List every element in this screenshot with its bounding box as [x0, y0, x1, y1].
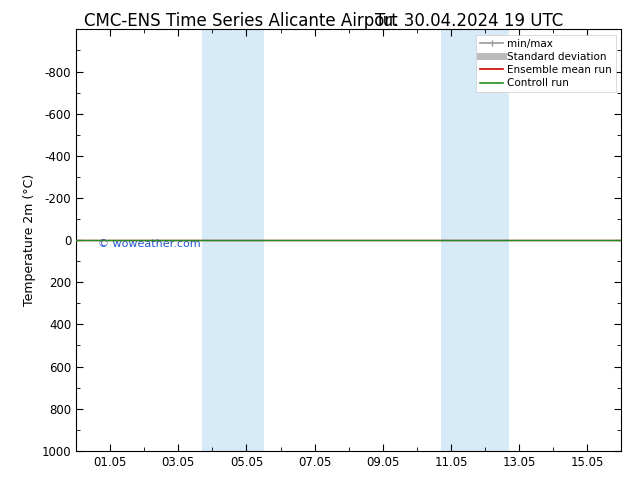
Text: Tu. 30.04.2024 19 UTC: Tu. 30.04.2024 19 UTC [375, 12, 563, 30]
Legend: min/max, Standard deviation, Ensemble mean run, Controll run: min/max, Standard deviation, Ensemble me… [476, 35, 616, 92]
Text: CMC-ENS Time Series Alicante Airport: CMC-ENS Time Series Alicante Airport [84, 12, 398, 30]
Text: © woweather.com: © woweather.com [98, 239, 200, 249]
Bar [441, 29, 509, 451]
Y-axis label: Temperature 2m (°C): Temperature 2m (°C) [23, 174, 36, 306]
Bar [202, 29, 264, 451]
